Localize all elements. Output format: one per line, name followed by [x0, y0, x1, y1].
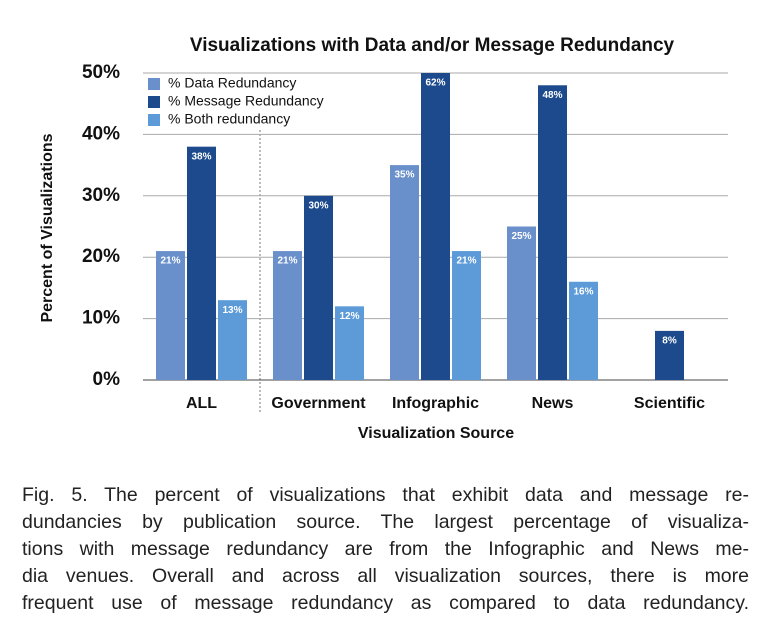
grid	[143, 72, 728, 381]
data-label: 48%	[542, 90, 562, 101]
bar	[655, 330, 684, 380]
legend-swatch	[148, 114, 160, 126]
legend-label: % Data Redundancy	[168, 75, 296, 91]
bar	[421, 73, 450, 380]
caption-line: dia venues. Overall and across all visua…	[22, 565, 749, 587]
y-tick-label: 50%	[82, 62, 120, 83]
chart-title: Visualizations with Data and/or Message …	[190, 35, 675, 56]
data-label: 62%	[425, 78, 445, 89]
caption: Fig. 5. The percent of visualizations th…	[22, 482, 749, 617]
data-label: 16%	[573, 286, 593, 297]
x-tick-label: Scientific	[634, 395, 705, 412]
bar	[218, 300, 247, 380]
data-label: 38%	[191, 151, 211, 162]
y-tick-label: 20%	[82, 246, 120, 267]
x-tick-label: Government	[271, 395, 366, 412]
data-label: 21%	[160, 256, 180, 267]
legend-swatch	[148, 78, 160, 90]
y-tick-label: 30%	[82, 185, 120, 206]
bar	[452, 251, 481, 380]
y-tick-label: 40%	[82, 123, 120, 144]
caption-line: dundancies by publication source. The la…	[22, 511, 749, 533]
x-tick-label: Infographic	[392, 395, 479, 412]
legend-label: % Message Redundancy	[168, 93, 324, 109]
legend-label: % Both redundancy	[168, 111, 290, 127]
data-label: 8%	[662, 336, 677, 347]
legend-swatch	[148, 96, 160, 108]
labels: 0% 10% 20% 30% 40% 50% ALL 21% 38% 13% Government 2…	[82, 62, 705, 412]
bar	[507, 226, 536, 380]
bar	[569, 281, 598, 380]
bar	[273, 251, 302, 380]
data-label: 30%	[308, 200, 328, 211]
data-label: 12%	[339, 311, 359, 322]
y-axis-title: Percent of Visualizations	[39, 133, 56, 322]
bar	[156, 251, 185, 380]
bar	[187, 146, 216, 380]
data-label: 13%	[222, 305, 242, 316]
x-tick-label: News	[532, 395, 574, 412]
data-label: 25%	[511, 231, 531, 242]
caption-line: Fig. 5. The percent of visualizations th…	[22, 484, 749, 506]
bar	[390, 165, 419, 380]
x-axis-title: Visualization Source	[358, 425, 514, 442]
chart: Visualizations with Data and/or Message …	[39, 35, 728, 442]
caption-line: frequent use of message redundancy as co…	[22, 592, 749, 614]
data-label: 35%	[394, 170, 414, 181]
bars	[156, 73, 684, 380]
data-label: 21%	[456, 256, 476, 267]
x-tick-label: ALL	[186, 395, 217, 412]
y-tick-label: 0%	[93, 369, 121, 390]
bar	[335, 306, 364, 380]
caption-line: tions with message redundancy are from t…	[22, 538, 749, 560]
bar	[304, 195, 333, 380]
data-label: 21%	[277, 256, 297, 267]
y-tick-label: 10%	[82, 308, 120, 329]
bar	[538, 85, 567, 380]
